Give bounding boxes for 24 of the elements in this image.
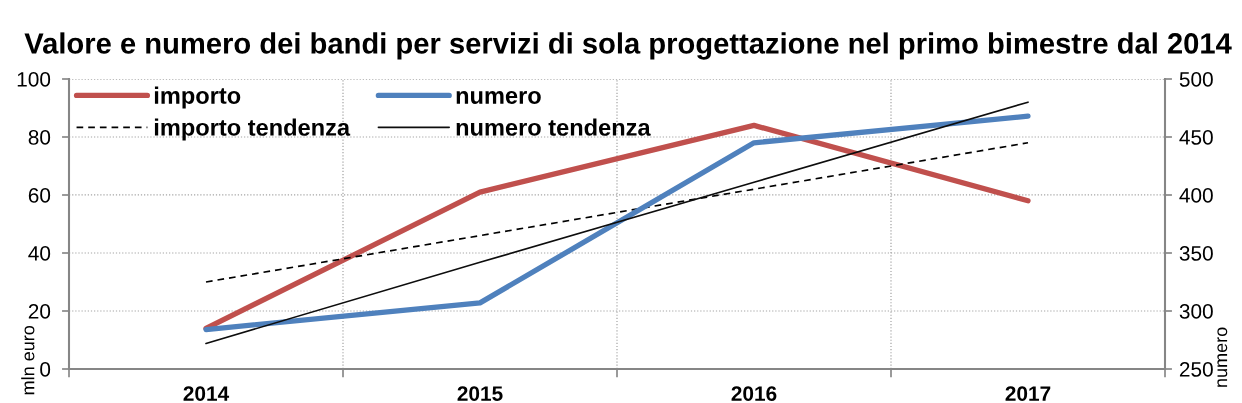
legend-label: importo tendenza [154, 118, 351, 141]
x-tick-label: 2017 [1005, 386, 1051, 401]
x-tick-label: 2016 [731, 386, 777, 401]
y-tick-label: 0 [40, 362, 51, 377]
line-series [205, 141, 1029, 283]
x-tick-label: 2014 [183, 386, 230, 401]
y-tick-label: 100 [17, 72, 51, 87]
x-tick-label: 2015 [457, 386, 503, 401]
chart-title: Valore e numero dei bandi per servizi di sola progettazione nel primo bimestre dal 2014 [24, 32, 1232, 60]
y-tick-label: 60 [28, 188, 51, 203]
y2-tick-label: 350 [1179, 246, 1213, 261]
y-tick-label: 40 [28, 246, 51, 261]
legend-label: numero tendenza [456, 118, 651, 136]
legend-label: numero [456, 90, 541, 104]
legend-label: importo [154, 86, 241, 109]
y2-tick-label: 450 [1179, 130, 1213, 145]
y2-axis-title: numero [1217, 327, 1228, 387]
y2-tick-label: 400 [1179, 188, 1213, 203]
y-tick-label: 20 [28, 304, 51, 319]
y2-tick-label: 500 [1179, 72, 1213, 87]
y-axis-title: mln euro [21, 325, 35, 395]
y-tick-label: 80 [28, 130, 51, 145]
y2-tick-label: 300 [1179, 304, 1213, 319]
y2-tick-label: 250 [1179, 362, 1213, 377]
